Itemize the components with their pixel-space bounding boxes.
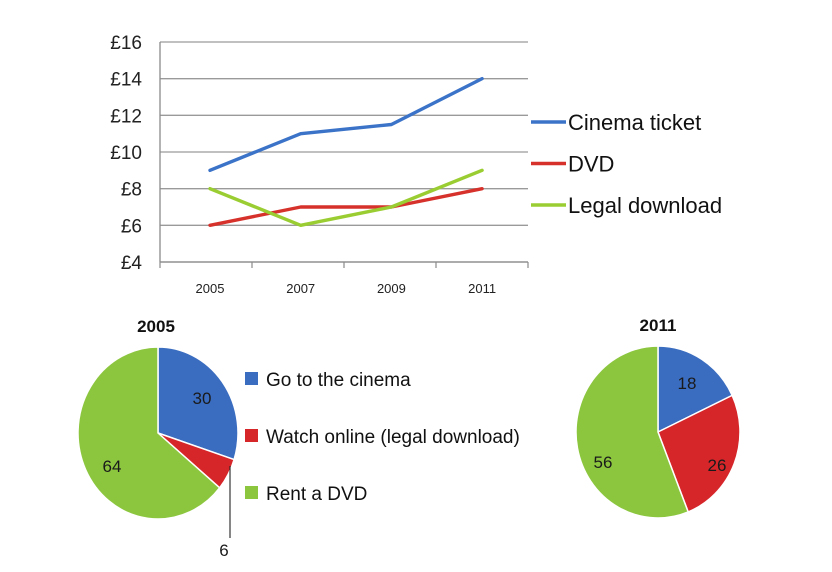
- pie-legend-label-rent-a-dvd: Rent a DVD: [266, 484, 367, 505]
- x-tick-label: 2011: [468, 281, 496, 296]
- legend-label-dvd: DVD: [568, 152, 614, 177]
- y-tick-label: £10: [110, 143, 142, 164]
- pie-data-label: 18: [678, 374, 697, 393]
- y-tick-label: £8: [121, 180, 142, 201]
- series-line-dvd: [208, 186, 484, 228]
- pie-chart-2005: 2005 30 6 64: [77, 317, 239, 560]
- y-axis-ticks: £4 £6 £8 £10 £12 £14 £16: [110, 33, 142, 274]
- pie-title: 2005: [137, 317, 175, 336]
- series-lines: [208, 76, 484, 228]
- legend-label-legal-download: Legal download: [568, 193, 722, 218]
- pie-legend: Go to the cinema Watch online (legal down…: [245, 370, 520, 505]
- pie-data-label: 26: [708, 456, 727, 475]
- pie-slice-go-to-the-cinema: [157, 346, 239, 461]
- x-axis-ticks: 2005 2007 2009 2011: [196, 281, 497, 296]
- pie-data-label: 30: [193, 389, 212, 408]
- legend-label-cinema-ticket: Cinema ticket: [568, 110, 701, 135]
- x-axis: [159, 42, 529, 268]
- pie-data-label: 6: [219, 541, 228, 560]
- series-line-legal-download: [208, 168, 484, 228]
- pie-legend-label-go-to-the-cinema: Go to the cinema: [266, 370, 411, 391]
- pie-data-label: 64: [103, 457, 122, 476]
- x-tick-label: 2005: [196, 281, 225, 296]
- x-tick-label: 2007: [286, 281, 315, 296]
- y-tick-label: £4: [121, 253, 143, 274]
- line-legend: Cinema ticket DVD Legal download: [531, 110, 722, 218]
- pie-chart-2011: 2011 18 26 56: [575, 316, 741, 519]
- pie-legend-label-watch-online-legal-download: Watch online (legal download): [266, 427, 520, 448]
- y-tick-label: £6: [121, 216, 142, 237]
- pie-slice-rent-a-dvd: [77, 346, 221, 520]
- pie-slice-go-to-the-cinema: [657, 345, 734, 434]
- pie-legend-swatch-rent-a-dvd: [245, 486, 258, 499]
- pie-data-label: 56: [594, 453, 613, 472]
- pie-legend-swatch-watch-online-legal-download: [245, 429, 258, 442]
- gridlines: [160, 41, 528, 263]
- pie-slice-watch-online-legal-download: [657, 394, 741, 513]
- pie-slice-rent-a-dvd: [575, 345, 690, 519]
- y-tick-label: £12: [110, 106, 142, 127]
- y-tick-label: £14: [110, 70, 142, 91]
- pie-legend-swatch-go-to-the-cinema: [245, 372, 258, 385]
- y-tick-label: £16: [110, 33, 142, 54]
- pie-title: 2011: [640, 316, 677, 335]
- line-chart: £4 £6 £8 £10 £12 £14 £16 2005 2007 2009 2011 Cine…: [110, 33, 722, 296]
- series-line-cinema-ticket: [208, 76, 484, 173]
- x-tick-label: 2009: [377, 281, 406, 296]
